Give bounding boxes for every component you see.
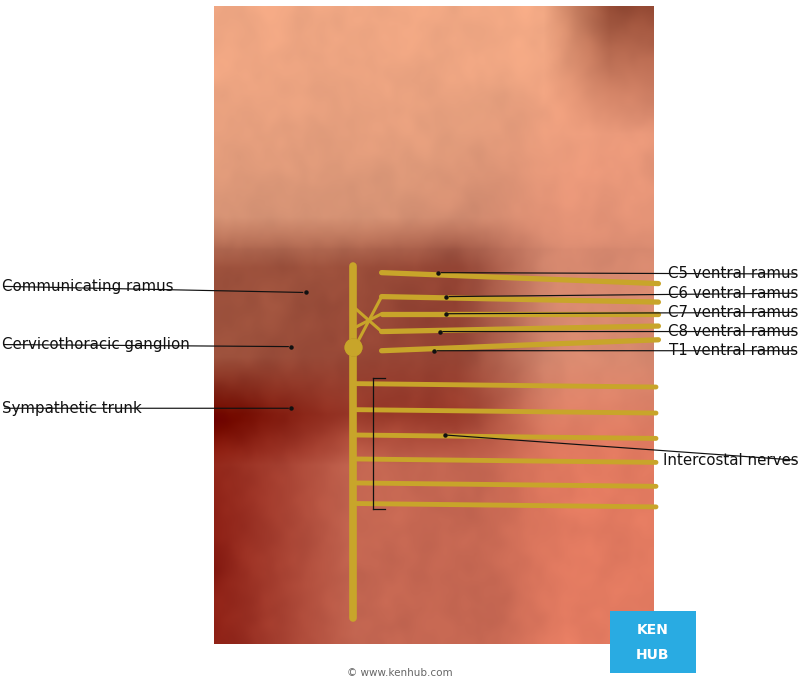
Text: T1 ventral ramus: T1 ventral ramus — [670, 343, 798, 358]
Text: Cervicothoracic ganglion: Cervicothoracic ganglion — [2, 337, 190, 352]
Text: Intercostal nerves: Intercostal nerves — [662, 453, 798, 468]
Text: C7 ventral ramus: C7 ventral ramus — [668, 305, 798, 320]
Text: C5 ventral ramus: C5 ventral ramus — [668, 266, 798, 282]
Text: Sympathetic trunk: Sympathetic trunk — [2, 401, 142, 416]
Bar — [610, 611, 696, 673]
Text: Communicating ramus: Communicating ramus — [2, 279, 173, 294]
Text: C6 ventral ramus: C6 ventral ramus — [668, 286, 798, 301]
Text: © www.kenhub.com: © www.kenhub.com — [347, 668, 453, 678]
Text: HUB: HUB — [636, 649, 670, 662]
Text: KEN: KEN — [637, 623, 669, 636]
Text: C8 ventral ramus: C8 ventral ramus — [668, 324, 798, 339]
